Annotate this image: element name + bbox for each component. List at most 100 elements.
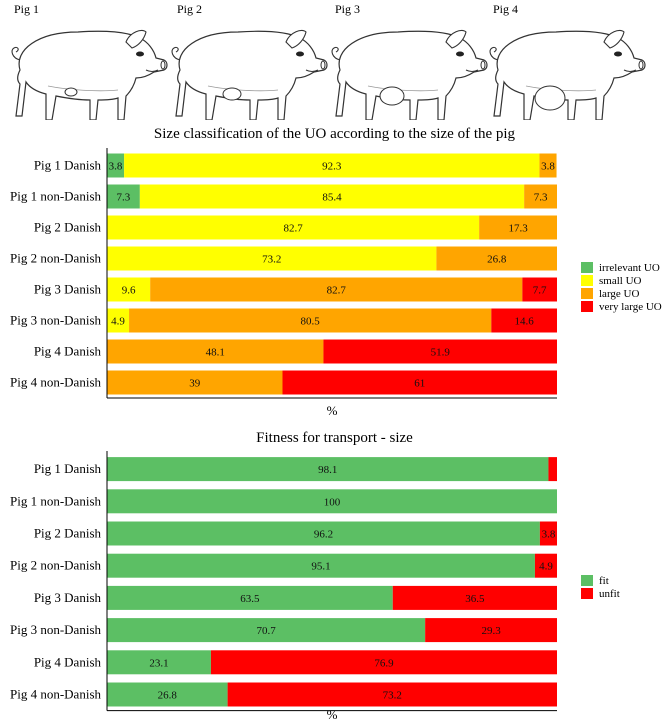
chart2-bar-unfit (227, 682, 557, 707)
chart2-data-label: 4.9 (539, 561, 553, 573)
chart1-legend-swatch (581, 262, 593, 273)
chart1-bar-small-UO (124, 153, 540, 178)
chart1-bar-large-UO (524, 184, 557, 209)
chart2-bar-fit (107, 682, 228, 707)
chart1-bar-small-UO (107, 277, 151, 302)
chart1-bar-very-large-UO (323, 339, 557, 364)
chart2-bar-fit (107, 650, 211, 675)
chart2-x-axis-label: % (327, 707, 338, 722)
chart1-data-label: 7.3 (117, 192, 131, 204)
chart2-category-label: Pig 4 non-Danish (10, 687, 102, 702)
chart1-bar-large-UO (107, 339, 324, 364)
chart2-category-label: Pig 4 Danish (34, 654, 102, 669)
chart1-data-label: 3.8 (109, 161, 123, 173)
chart1-bar-irrelevant-UO (107, 153, 125, 178)
chart2-category-label: Pig 3 non-Danish (10, 622, 102, 637)
chart1-bar-small-UO (139, 184, 525, 209)
chart2-data-label: 70.7 (256, 625, 276, 637)
chart1-data-label: 7.3 (534, 192, 548, 204)
chart1-data-label: 3.8 (541, 161, 555, 173)
chart1-category-label: Pig 3 non-Danish (10, 313, 102, 328)
pig-label-3: Pig 3 (335, 2, 361, 16)
pig-2-uo (222, 87, 242, 101)
chart2-bar-unfit (425, 618, 557, 643)
chart2-category-label: Pig 2 non-Danish (10, 558, 102, 573)
chart1-legend-swatch (581, 275, 593, 286)
chart2-data-label: 95.1 (311, 561, 330, 573)
chart1-category-label: Pig 1 non-Danish (10, 189, 102, 204)
chart1-data-label: 4.9 (111, 316, 125, 328)
chart1-data-label: 48.1 (206, 347, 225, 359)
chart2-legend-swatch (581, 588, 593, 599)
chart2-bar-unfit (534, 553, 557, 578)
chart2-bar-fit (107, 521, 540, 546)
chart1-legend-label: very large UO (599, 301, 662, 313)
pig-1-uo (64, 87, 78, 97)
chart1-bar-small-UO (107, 308, 130, 333)
chart1-category-label: Pig 4 Danish (34, 344, 102, 359)
pig-illustrations: Pig 1 Pig 2 Pig 3 Pig 4 (0, 0, 669, 120)
chart2-bar-unfit (548, 457, 557, 482)
chart2-bar-fit (107, 489, 557, 514)
chart2-bar-unfit (210, 650, 557, 675)
chart1-data-label: 39 (189, 378, 201, 390)
chart2-data-label: 73.2 (383, 690, 402, 702)
chart2-data-label: 36.5 (465, 593, 485, 605)
chart2-data-label: 63.5 (240, 593, 260, 605)
chart1-bar-irrelevant-UO (107, 184, 140, 209)
chart1-data-label: 85.4 (322, 192, 342, 204)
chart2-category-label: Pig 2 Danish (34, 526, 102, 541)
chart1-x-axis-label: % (327, 403, 338, 418)
pig-label-2: Pig 2 (177, 2, 203, 16)
chart2-legend-swatch (581, 575, 593, 586)
chart1-bar-large-UO (107, 370, 283, 395)
chart1-data-label: 61 (414, 378, 425, 390)
chart1-legend-swatch (581, 301, 593, 312)
chart2-bar-unfit (392, 585, 557, 610)
chart2-data-label: 100 (324, 496, 341, 508)
chart1-bar-small-UO (107, 215, 480, 240)
chart2-title: Fitness for transport - size (256, 430, 413, 446)
chart2-bar-fit (107, 585, 393, 610)
chart1-bar-large-UO (436, 246, 557, 271)
chart1-title: Size classification of the UO according … (153, 126, 516, 142)
chart1-bar-very-large-UO (282, 370, 557, 395)
chart1-bar-large-UO (479, 215, 557, 240)
chart2-bar-unfit (539, 521, 557, 546)
chart1-legend-label: small UO (599, 275, 642, 287)
chart1-data-label: 92.3 (322, 161, 342, 173)
chart2-bar-fit (107, 553, 535, 578)
chart2-bar-fit (107, 457, 549, 482)
chart2-data-label: 98.1 (318, 464, 337, 476)
chart1-data-label: 82.7 (327, 285, 347, 297)
chart1-bar-large-UO (129, 308, 492, 333)
chart2-data-label: 3.8 (542, 529, 556, 541)
chart1-bar-large-UO (539, 153, 557, 178)
chart2-data-label: 29.3 (481, 625, 501, 637)
chart1-category-label: Pig 2 non-Danish (10, 251, 102, 266)
chart1-data-label: 51.9 (431, 347, 451, 359)
pig-4-uo (534, 85, 566, 111)
chart1-legend-swatch (581, 288, 593, 299)
chart2-legend-label: fit (599, 575, 609, 587)
chart1-category-label: Pig 3 Danish (34, 282, 102, 297)
chart1-category-label: Pig 1 Danish (34, 158, 102, 173)
pig-3-uo (379, 86, 405, 106)
chart2-data-label: 76.9 (374, 657, 394, 669)
chart2-data-label: 26.8 (158, 690, 178, 702)
chart1-bar-very-large-UO (522, 277, 557, 302)
chart1-data-label: 82.7 (283, 223, 303, 235)
chart1-category-label: Pig 2 Danish (34, 220, 102, 235)
chart2-category-label: Pig 1 non-Danish (10, 493, 102, 508)
chart1-data-label: 80.5 (301, 316, 321, 328)
chart1-data-label: 26.8 (487, 254, 507, 266)
chart1-bar-large-UO (150, 277, 523, 302)
chart1-bar-very-large-UO (491, 308, 557, 333)
chart2-category-label: Pig 3 Danish (34, 590, 102, 605)
chart2-data-label: 23.1 (149, 657, 168, 669)
chart1-category-label: Pig 4 non-Danish (10, 375, 102, 390)
chart1-data-label: 9.6 (122, 285, 136, 297)
chart1-data-label: 14.6 (515, 316, 535, 328)
chart2-data-label: 96.2 (314, 529, 333, 541)
